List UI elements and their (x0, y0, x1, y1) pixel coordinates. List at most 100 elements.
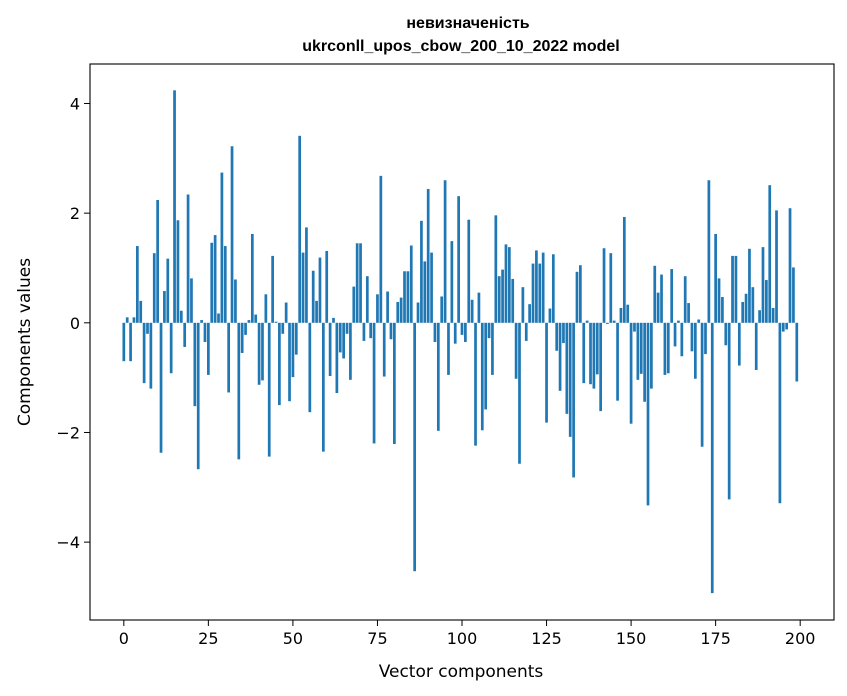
bar (511, 278, 515, 323)
bar (501, 269, 504, 323)
x-tick-label: 175 (700, 629, 731, 648)
bar (562, 322, 565, 344)
bar (474, 322, 477, 446)
bar (704, 322, 707, 355)
bar (271, 255, 274, 323)
bar (548, 308, 552, 323)
bar (301, 252, 305, 323)
bar (721, 297, 724, 323)
bar (629, 322, 633, 424)
bar (707, 180, 711, 323)
bar (565, 322, 569, 414)
bar (582, 322, 586, 384)
bar (656, 292, 660, 323)
bar (680, 322, 684, 357)
bar (622, 216, 626, 323)
bar (491, 322, 494, 375)
bar (785, 322, 789, 330)
bar (673, 322, 677, 347)
bar (220, 172, 224, 323)
bar (261, 322, 264, 381)
bar (551, 254, 555, 323)
bar (230, 146, 234, 323)
bar (497, 276, 501, 323)
bar (524, 322, 528, 341)
bar (281, 322, 285, 334)
bar (464, 322, 467, 342)
bar (403, 271, 406, 323)
bar (369, 322, 373, 339)
bar (558, 322, 562, 391)
y-tick-label: −4 (56, 533, 80, 552)
y-tick-label: 4 (70, 94, 80, 113)
bar (467, 219, 471, 323)
bar (737, 322, 741, 366)
bar (349, 322, 352, 380)
bar (643, 322, 646, 402)
bar (247, 320, 251, 323)
bar (291, 322, 295, 378)
bar (724, 322, 728, 346)
bar (545, 322, 548, 423)
bar (792, 267, 795, 323)
bar (409, 245, 413, 323)
bar (250, 233, 254, 323)
bar (288, 322, 291, 402)
bar (460, 322, 464, 335)
bar (443, 180, 447, 323)
bar (531, 263, 535, 323)
bar (636, 322, 640, 380)
bar (393, 322, 396, 444)
bar (778, 322, 782, 504)
bar (538, 263, 542, 323)
bar (217, 313, 220, 323)
bar (200, 320, 203, 323)
bar (494, 215, 498, 323)
bar (372, 322, 376, 444)
bar (135, 246, 139, 323)
bar (156, 199, 159, 323)
bar (362, 322, 366, 341)
bar (751, 287, 755, 323)
bar (555, 322, 559, 351)
bar (761, 247, 765, 323)
bar (585, 320, 589, 323)
bar (612, 320, 616, 323)
bar (653, 265, 657, 323)
x-tick-label: 25 (198, 629, 218, 648)
ticks-group: 0 25 50 75 100 125 150 175 200 4 2 0 −2 −4 (56, 94, 815, 648)
bar (179, 310, 183, 323)
bar (639, 322, 643, 374)
bar (376, 294, 379, 323)
bar (514, 322, 518, 379)
bar (146, 322, 149, 334)
bar (518, 322, 521, 464)
bar (768, 185, 772, 323)
bar (342, 322, 345, 359)
bar (470, 299, 474, 323)
bar (589, 322, 592, 385)
bar (568, 322, 572, 437)
bar (430, 252, 433, 323)
bar (535, 250, 538, 323)
bar (132, 317, 136, 323)
bar (521, 287, 525, 323)
bar (321, 322, 325, 452)
bar (176, 220, 180, 323)
bar (507, 247, 511, 323)
bar (142, 322, 146, 384)
bar (775, 210, 778, 323)
bar (440, 296, 444, 323)
bar (338, 322, 342, 353)
bar (727, 322, 731, 500)
bar (480, 322, 484, 431)
bar (193, 322, 197, 407)
bar (257, 322, 261, 385)
bar (396, 301, 400, 323)
bar (572, 322, 575, 478)
bar (129, 322, 132, 362)
bar (244, 322, 247, 335)
bar (453, 322, 457, 344)
bar (298, 135, 302, 323)
